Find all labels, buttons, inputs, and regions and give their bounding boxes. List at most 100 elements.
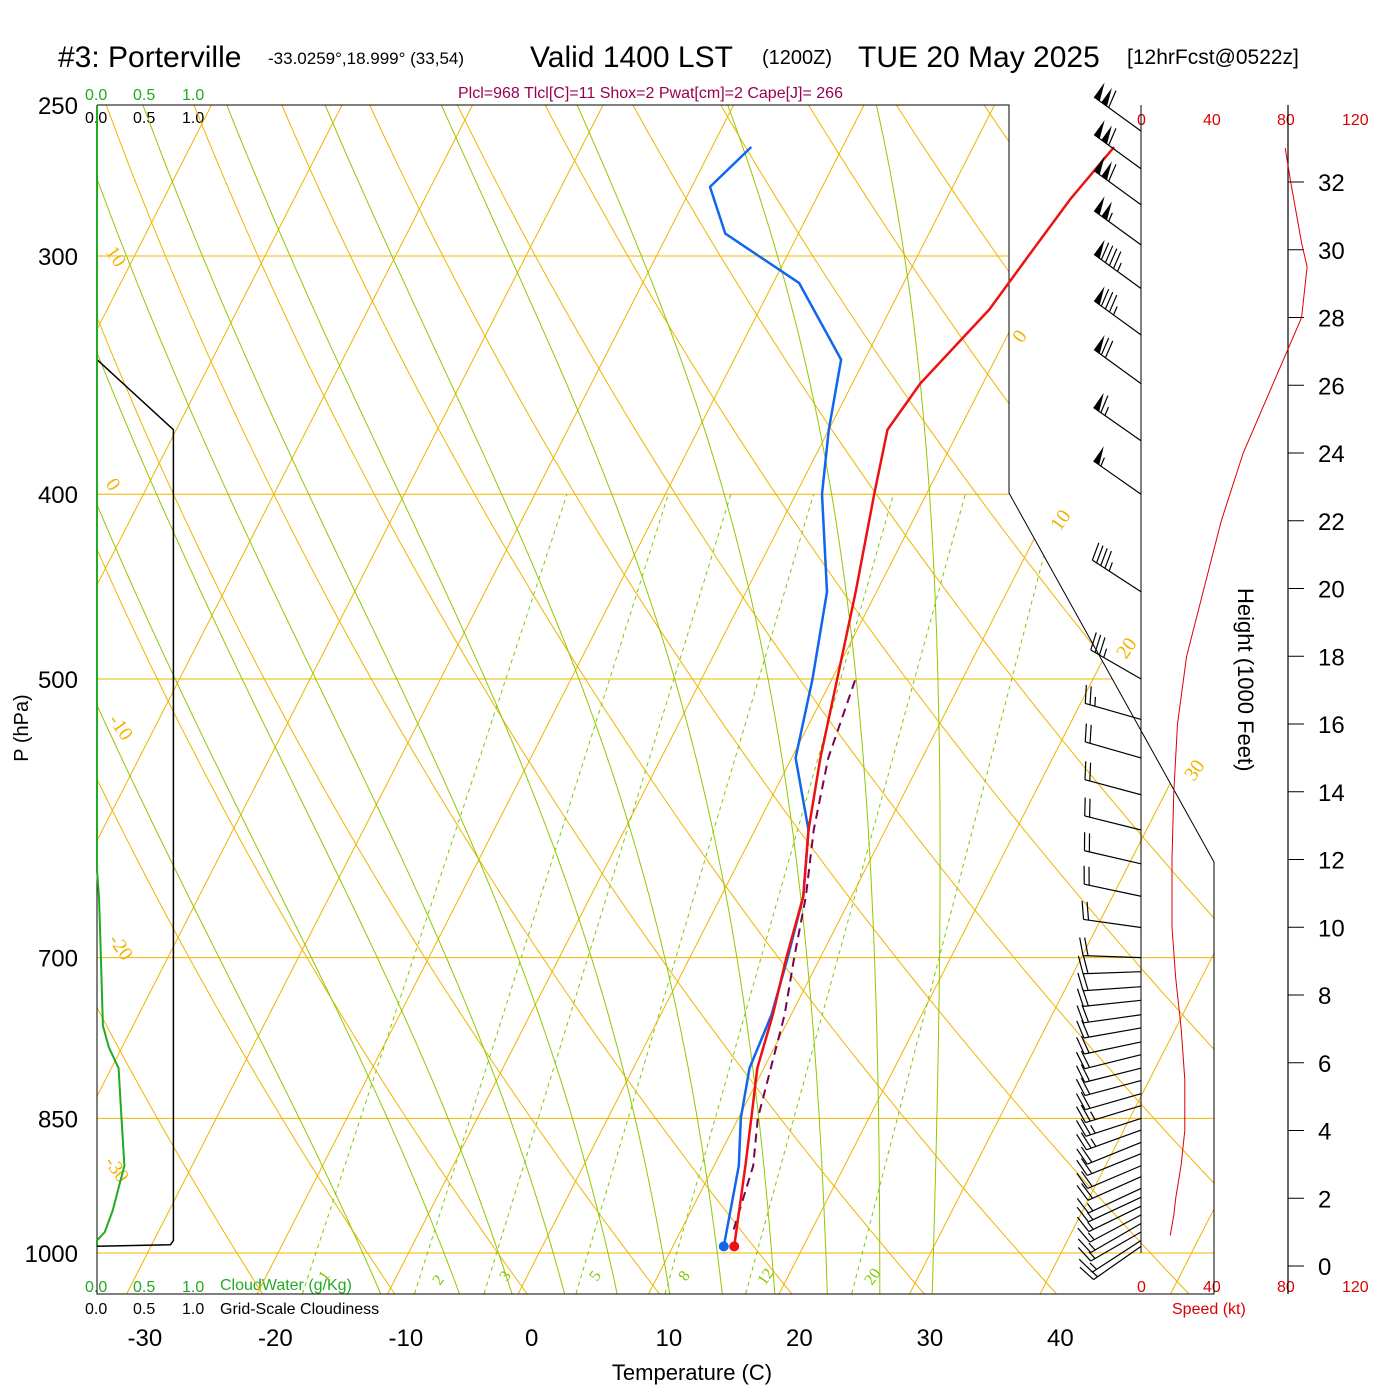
wind-barb — [1075, 1091, 1142, 1111]
temperature-tick-label: 10 — [656, 1325, 683, 1352]
isotherm-label: 0 — [101, 474, 125, 495]
wind-barb — [1077, 1222, 1142, 1254]
wind-barb-full — [1104, 291, 1114, 310]
wind-barb-full — [1075, 1120, 1087, 1137]
cloudwater-line — [96, 870, 126, 1247]
dry-adiabat — [166, 105, 931, 1294]
wind-barb-full — [1108, 164, 1117, 182]
station-coords: -33.0259°,18.999° (33,54) — [268, 49, 464, 68]
wind-barb-full — [1080, 1077, 1091, 1095]
wind-barb — [1093, 446, 1142, 495]
wind-barb-full — [1080, 1132, 1092, 1149]
wind-barb — [1077, 972, 1142, 992]
temperature-tick-label: 40 — [1047, 1325, 1074, 1352]
wind-barb-staff — [1092, 559, 1142, 593]
wind-barb — [1076, 1196, 1142, 1223]
wind-barb — [1083, 832, 1142, 865]
temperature-tick-label: 0 — [525, 1325, 538, 1352]
wind-barb-pennant — [1101, 87, 1112, 107]
temperature-tick-label: -20 — [258, 1325, 293, 1352]
dry-adiabat — [97, 105, 533, 1294]
plot-frame — [96, 104, 1215, 1295]
height-tick-label: 4 — [1318, 1119, 1331, 1146]
speed-tick-top-1: 40 — [1203, 112, 1221, 129]
wind-barb-full — [1094, 634, 1102, 653]
height-tick-label: 30 — [1318, 238, 1345, 265]
wind-barb — [1076, 1019, 1142, 1039]
wind-barb-half — [1087, 1232, 1095, 1241]
wind-barb-staff — [1083, 999, 1142, 1007]
wind-barb — [1077, 1214, 1142, 1243]
dry-adiabat — [97, 105, 268, 1294]
speed-tick-bot-0: 0 — [1137, 1279, 1146, 1296]
speed-tick-bot-2: 80 — [1277, 1279, 1295, 1296]
wind-barb-half — [1087, 1221, 1094, 1230]
mixing-ratio-line — [481, 494, 732, 1294]
speed-profile — [1169, 148, 1308, 1236]
isotherm-label: 10 — [101, 242, 130, 271]
dry-adiabat — [595, 105, 1214, 1294]
height-axis-label: Height (1000 Feet) — [1233, 588, 1258, 771]
moist-adiabat — [199, 105, 672, 1294]
mixing-ratio-label: 20 — [861, 1265, 884, 1288]
wind-barb-full — [1080, 1035, 1090, 1054]
wind-barb-pennant — [1094, 334, 1105, 354]
wind-barb-full — [1084, 761, 1087, 780]
isotherm-label: 20 — [1112, 634, 1141, 663]
wind-barb-full — [1082, 972, 1089, 991]
wind-barb-staff — [1083, 971, 1142, 975]
wind-barb-staff — [1083, 1014, 1142, 1024]
profile-lines — [96, 105, 1116, 1252]
wind-barb-full — [1082, 955, 1089, 974]
wind-barb-half — [1104, 406, 1110, 416]
wind-barb-full — [1076, 1216, 1090, 1232]
wind-barb-full — [1108, 248, 1118, 266]
wind-barb-full — [1075, 1078, 1086, 1096]
wind-barb-staff — [1085, 1105, 1142, 1124]
dry-adiabat — [338, 105, 1197, 1294]
pressure-tick-label: 850 — [38, 1106, 78, 1133]
cloud-black-tick-1: 0.5 — [133, 110, 155, 127]
wind-barbs — [1075, 82, 1142, 1281]
wind-barb-staff — [1083, 918, 1142, 929]
wind-barb-half — [1112, 306, 1118, 316]
wind-barb-pennant — [1101, 125, 1112, 145]
wind-barb-full — [1089, 724, 1092, 744]
wind-barb-staff — [1088, 1205, 1142, 1233]
wind-barb-full — [1076, 1133, 1088, 1151]
wind-barb — [1078, 1239, 1142, 1273]
wind-barb-staff — [1085, 702, 1142, 720]
utc-time: (1200Z) — [762, 47, 832, 69]
wind-barb-half — [1100, 457, 1105, 467]
wind-barb — [1077, 1231, 1142, 1262]
cloudiness-label: Grid-Scale Cloudiness — [220, 1301, 379, 1318]
wind-barb-pennant — [1093, 446, 1104, 465]
wind-barb-full — [1095, 545, 1104, 564]
wind-barb — [1081, 901, 1142, 929]
wind-barb-staff — [1093, 96, 1142, 132]
wind-barb-full — [1076, 1148, 1088, 1165]
wind-barb-full — [1089, 686, 1092, 705]
dry-adiabat — [509, 105, 1214, 1294]
height-tick-label: 16 — [1318, 712, 1345, 739]
wind-barb-staff — [1093, 170, 1142, 206]
wind-barb-pennant — [1093, 392, 1104, 412]
height-tick-label: 28 — [1318, 306, 1345, 333]
wind-barb-staff — [1084, 1079, 1142, 1097]
cloud-green-tick-1: 0.5 — [133, 87, 155, 104]
cloud-black-btick-1: 0.5 — [133, 1301, 155, 1318]
wind-barb-full — [1077, 972, 1084, 991]
wind-barb-half — [1108, 212, 1113, 222]
wind-barb — [1091, 542, 1142, 593]
valid-time: Valid 1400 LST — [530, 41, 733, 74]
mixing-ratio-line — [299, 494, 568, 1294]
wind-barb — [1093, 392, 1142, 442]
wind-barb-staff — [1092, 1239, 1142, 1273]
speed-tick-top-2: 80 — [1277, 112, 1295, 129]
wind-barb-staff — [1084, 850, 1142, 865]
wind-barb-staff — [1084, 1067, 1142, 1083]
wind-barb — [1093, 196, 1142, 246]
speed-tick-bot-1: 40 — [1203, 1279, 1221, 1296]
wind-barb-half — [1090, 1138, 1097, 1147]
cloudwater-label: CloudWater (g/Kg) — [220, 1277, 352, 1294]
